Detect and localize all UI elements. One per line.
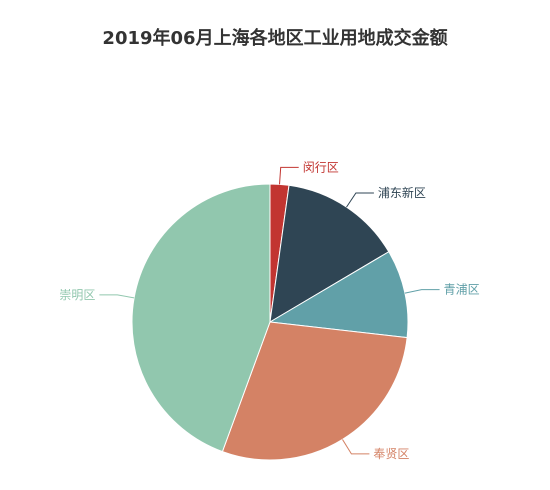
pie-slice[interactable] — [268, 251, 409, 339]
slice-label: 奉贤区 — [373, 447, 409, 461]
chart-title: 2019年06月上海各地区工业用地成交金额 — [102, 28, 448, 49]
label-leader-line — [404, 289, 440, 294]
label-leader-line — [342, 439, 370, 455]
slice-label: 崇明区 — [59, 288, 95, 302]
pie-slice[interactable] — [269, 184, 390, 323]
pie-slice[interactable] — [131, 183, 271, 453]
label-leader-line — [279, 166, 299, 185]
pie-slice[interactable] — [221, 321, 408, 461]
slice-label: 闵行区 — [303, 159, 339, 174]
slice-label: 青浦区 — [444, 283, 480, 297]
slice-label: 浦东新区 — [378, 185, 426, 200]
label-leader-line — [99, 294, 135, 299]
label-leader-line — [346, 192, 374, 208]
